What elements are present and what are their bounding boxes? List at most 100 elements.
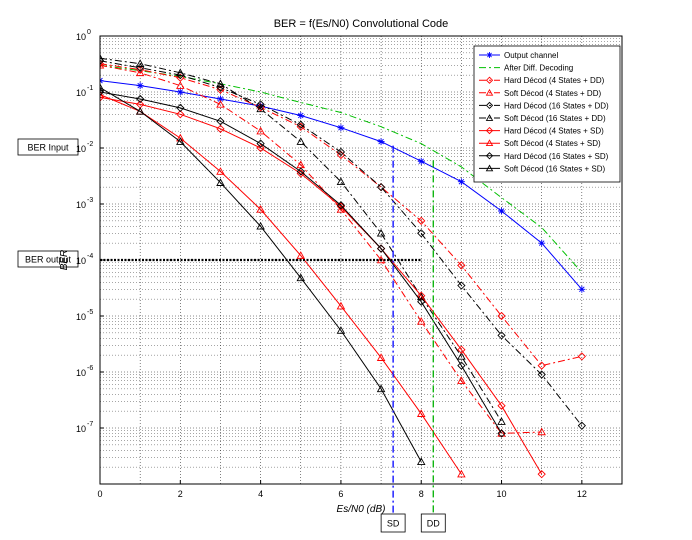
- data-point: [417, 216, 426, 225]
- y-axis-label: BER: [59, 250, 70, 271]
- legend-label: Output channel: [504, 51, 558, 60]
- data-point: [256, 104, 265, 113]
- series-line: [100, 91, 502, 434]
- data-point: [256, 103, 265, 112]
- x-tick-label: 2: [178, 489, 183, 499]
- data-point: [457, 261, 466, 270]
- data-point: [100, 83, 105, 91]
- legend-box: [473, 45, 621, 183]
- x-axis-label: Es/N0 (dB): [337, 504, 386, 515]
- data-point: [297, 112, 305, 120]
- data-point: [485, 139, 494, 147]
- data-point: [457, 351, 466, 360]
- legend-label: Soft Décod (4 States + DD): [504, 89, 601, 98]
- legend-entry: Output channel: [479, 51, 558, 60]
- data-point: [537, 427, 546, 436]
- data-point: [176, 88, 184, 96]
- series-line: [100, 87, 422, 462]
- data-point: [296, 251, 306, 259]
- data-point: [336, 147, 346, 157]
- data-point: [256, 221, 265, 230]
- legend-entry: Hard Décod (16 States + DD): [479, 101, 609, 110]
- data-point: [416, 409, 426, 417]
- data-point: [296, 120, 305, 129]
- data-point: [176, 133, 185, 142]
- data-point: [216, 167, 225, 175]
- y-tick-exponent: -7: [87, 421, 93, 428]
- series-group: [100, 87, 506, 438]
- data-point: [176, 81, 185, 89]
- legend-label: Hard Décod (4 States + DD): [504, 76, 605, 85]
- y-tick-label: 10: [76, 32, 86, 42]
- legend-label: Soft Décod (16 States + SD): [504, 164, 605, 173]
- legend-label: Hard Décod (4 States + SD): [504, 127, 604, 136]
- data-point: [486, 52, 493, 58]
- series-line: [100, 64, 583, 273]
- legend-entry: After Diff. Decoding: [479, 64, 573, 73]
- data-point: [537, 361, 546, 370]
- series-group: [100, 83, 426, 465]
- series-group: [100, 77, 586, 293]
- ber-output-label: BER output: [17, 250, 79, 268]
- y-tick-label: 10: [76, 88, 86, 98]
- legend-entry: Hard Décod (16 States + SD): [479, 152, 609, 161]
- data-point: [136, 82, 144, 90]
- data-point: [537, 470, 546, 479]
- data-point: [485, 114, 494, 121]
- ber-input-label: BER Input: [17, 138, 79, 156]
- x-tick-label: 0: [97, 489, 102, 499]
- data-point: [417, 297, 426, 306]
- data-point: [216, 178, 225, 186]
- data-point: [296, 137, 306, 145]
- y-tick-exponent: 0: [87, 29, 91, 36]
- legend-label: Soft Décod (16 States + DD): [504, 114, 606, 123]
- data-point: [136, 94, 145, 104]
- data-point: [216, 117, 225, 126]
- data-point: [376, 353, 386, 361]
- y-tick-label: 10: [76, 312, 86, 322]
- data-point: [538, 239, 546, 247]
- y-tick-exponent: -3: [87, 197, 93, 204]
- data-point: [485, 76, 494, 84]
- chart-title: BER = f(Es/N0) Convolutional Code: [274, 18, 449, 30]
- x-tick-label: 8: [419, 489, 424, 499]
- data-point: [296, 167, 305, 176]
- data-point: [336, 177, 346, 185]
- data-point: [336, 301, 346, 310]
- data-point: [176, 103, 185, 113]
- data-point: [337, 124, 345, 132]
- y-tick-exponent: -5: [87, 309, 93, 316]
- data-point: [216, 79, 225, 88]
- data-point: [497, 401, 506, 410]
- data-point: [497, 417, 506, 425]
- data-point: [577, 421, 586, 430]
- sd-label-text: SD: [387, 519, 400, 529]
- y-tick-label: 10: [76, 424, 86, 434]
- data-point: [100, 60, 105, 69]
- dd-label-box: [420, 513, 446, 533]
- y-tick-exponent: -4: [87, 253, 93, 260]
- data-point: [256, 139, 265, 148]
- ber-input-label-text: BER Input: [27, 143, 69, 153]
- y-tick-label: 10: [76, 144, 86, 154]
- legend-entry: Hard Décod (4 States + DD): [479, 76, 605, 85]
- data-point: [256, 126, 265, 135]
- data-point: [497, 311, 506, 321]
- legend-entry: Hard Décod (4 States + SD): [479, 127, 604, 136]
- x-tick-label: 4: [258, 489, 263, 499]
- data-point: [376, 384, 386, 393]
- data-point: [497, 429, 506, 438]
- data-point: [256, 143, 265, 153]
- data-point: [336, 202, 346, 211]
- data-point: [485, 164, 494, 172]
- data-point: [416, 317, 426, 325]
- data-point: [497, 331, 506, 340]
- data-point: [176, 68, 185, 77]
- data-point: [485, 152, 494, 160]
- x-tick-label: 12: [577, 489, 587, 499]
- data-point: [336, 326, 346, 334]
- data-point: [417, 157, 425, 165]
- data-point: [100, 53, 105, 62]
- series-layer: [100, 53, 586, 479]
